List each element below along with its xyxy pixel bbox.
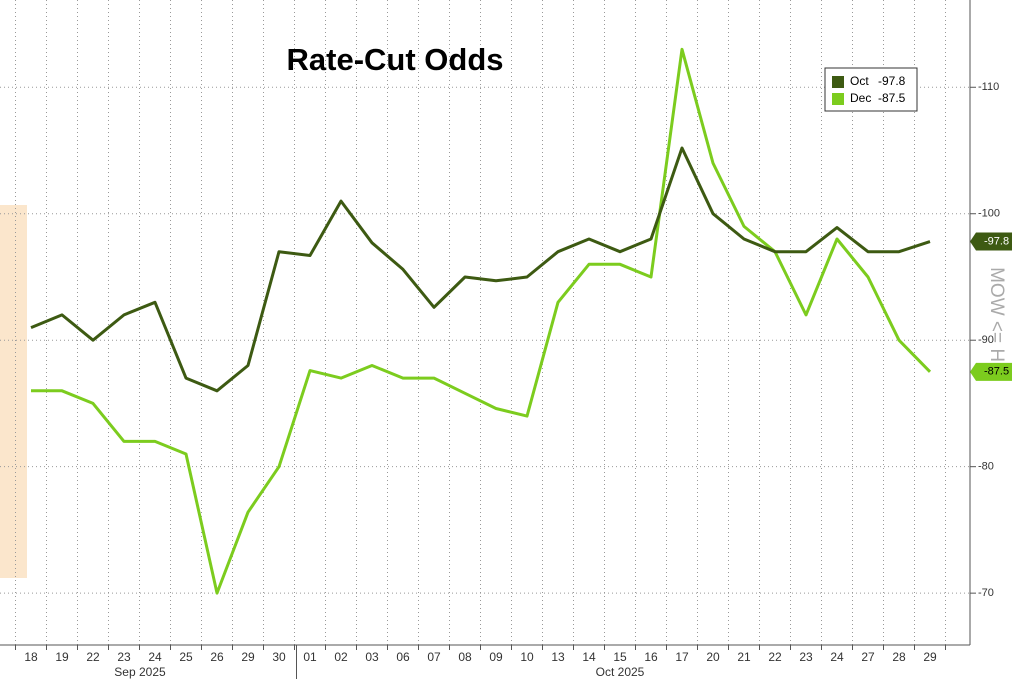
x-tick-label: 21 (737, 650, 751, 664)
x-tick-label: 09 (489, 650, 503, 664)
x-tick-label: 14 (582, 650, 596, 664)
x-tick-label: 24 (148, 650, 162, 664)
x-tick-label: 25 (179, 650, 193, 664)
x-tick-label: 22 (86, 650, 100, 664)
x-tick-label: 15 (613, 650, 627, 664)
x-tick-label: 29 (923, 650, 937, 664)
y-tick-label: -110 (978, 81, 999, 93)
legend-swatch (832, 76, 844, 88)
chart-title: Rate-Cut Odds (287, 42, 504, 77)
y-axis-label: MOW <= HIJ (986, 267, 1007, 377)
month-label: Oct 2025 (596, 665, 645, 679)
x-tick-label: 26 (210, 650, 224, 664)
x-tick-label: 28 (892, 650, 906, 664)
y-tick-label: -100 (978, 208, 1000, 220)
legend-value: -87.5 (878, 91, 906, 105)
x-tick-label: 23 (799, 650, 813, 664)
x-tick-label: 16 (644, 650, 658, 664)
series-line (31, 47, 932, 595)
last-value-label: -87.5 (984, 366, 1009, 378)
x-tick-label: 24 (830, 650, 844, 664)
x-tick-label: 13 (551, 650, 565, 664)
series-line (30, 146, 931, 393)
last-value-box (970, 362, 1012, 381)
month-label: Sep 2025 (114, 665, 166, 679)
highlight-region (0, 205, 27, 578)
x-tick-label: 23 (117, 650, 131, 664)
x-tick-label: 10 (520, 650, 534, 664)
x-tick-label: 02 (334, 650, 348, 664)
x-tick-label: 08 (458, 650, 472, 664)
legend-swatch (832, 93, 844, 105)
grid (0, 0, 970, 645)
legend-label: Dec (850, 91, 871, 105)
x-tick-label: 18 (24, 650, 38, 664)
y-tick-label: -90 (978, 334, 994, 346)
x-tick-label: 07 (427, 650, 441, 664)
legend-label: Oct (850, 74, 869, 88)
x-tick-label: 01 (303, 650, 317, 664)
y-tick-label: -70 (978, 587, 994, 599)
last-value-label: -97.8 (984, 235, 1009, 247)
x-tick-label: 30 (272, 650, 286, 664)
x-tick-label: 29 (241, 650, 255, 664)
x-tick-label: 03 (365, 650, 379, 664)
y-tick-label: -80 (978, 461, 994, 473)
x-tick-label: 19 (55, 650, 69, 664)
x-tick-label: 17 (675, 650, 689, 664)
x-tick-label: 06 (396, 650, 410, 664)
last-value-box (970, 232, 1012, 251)
x-tick-label: 22 (768, 650, 782, 664)
legend-value: -97.8 (878, 74, 906, 88)
x-tick-label: 27 (861, 650, 875, 664)
x-tick-label: 20 (706, 650, 720, 664)
